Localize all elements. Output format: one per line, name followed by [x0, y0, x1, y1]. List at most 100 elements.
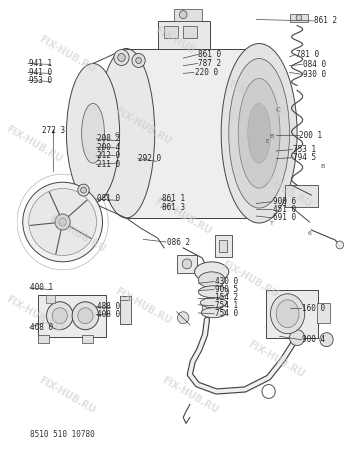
Bar [219, 240, 227, 252]
Text: 081 0: 081 0 [97, 194, 120, 203]
Ellipse shape [238, 78, 280, 188]
Circle shape [118, 54, 125, 62]
Text: 787 2: 787 2 [198, 59, 221, 68]
Text: 220 0: 220 0 [195, 68, 218, 77]
Text: 794 5: 794 5 [293, 153, 316, 162]
Ellipse shape [78, 308, 93, 324]
Ellipse shape [201, 308, 226, 318]
Bar [317, 303, 330, 323]
Text: 941 1: 941 1 [29, 59, 52, 68]
Text: 861 3: 861 3 [162, 202, 185, 211]
Text: 861 2: 861 2 [314, 16, 337, 25]
Text: 408 0: 408 0 [30, 323, 54, 332]
Bar [158, 21, 210, 49]
Bar [215, 235, 232, 257]
Circle shape [336, 241, 344, 249]
Circle shape [182, 259, 192, 269]
Circle shape [256, 144, 263, 152]
Text: C: C [114, 132, 119, 138]
Text: 200 4: 200 4 [97, 143, 120, 152]
Text: 900 5: 900 5 [215, 285, 238, 294]
Text: FIX-HUB.RU: FIX-HUB.RU [37, 375, 97, 416]
Ellipse shape [195, 262, 229, 282]
Text: 753 1: 753 1 [293, 145, 316, 154]
Text: 292 0: 292 0 [138, 154, 161, 163]
Ellipse shape [52, 308, 68, 324]
Text: FIX-HUB.RU: FIX-HUB.RU [37, 34, 97, 75]
Text: 200 1: 200 1 [300, 131, 323, 140]
Text: FIX-HUB.RU: FIX-HUB.RU [4, 295, 64, 335]
Text: 160 0: 160 0 [302, 304, 325, 313]
Bar [82, 335, 93, 342]
Ellipse shape [29, 189, 97, 256]
Circle shape [114, 50, 129, 66]
Text: 451 0: 451 0 [273, 205, 296, 214]
Text: 6: 6 [308, 231, 312, 236]
Text: 754 1: 754 1 [215, 301, 238, 310]
Ellipse shape [248, 104, 271, 163]
Text: FIX-HUB.RU: FIX-HUB.RU [113, 106, 173, 147]
Text: 900 6: 900 6 [273, 197, 296, 206]
Text: 781 0: 781 0 [296, 50, 319, 59]
Bar [290, 14, 308, 22]
Circle shape [320, 333, 333, 346]
Bar [285, 185, 318, 207]
Text: 212 0: 212 0 [97, 151, 120, 160]
Ellipse shape [98, 49, 155, 218]
Text: FIX-HUB.RU: FIX-HUB.RU [160, 375, 220, 416]
Text: FIX-HUB.RU: FIX-HUB.RU [246, 339, 306, 380]
Circle shape [296, 15, 302, 21]
Bar [266, 290, 318, 338]
Text: 400 1: 400 1 [30, 284, 54, 292]
Circle shape [177, 312, 189, 324]
Text: 930 0: 930 0 [303, 70, 326, 79]
Ellipse shape [276, 300, 299, 328]
Text: 754 0: 754 0 [215, 309, 238, 318]
Circle shape [132, 54, 145, 68]
Bar [176, 255, 197, 273]
Bar [164, 26, 178, 38]
Bar [38, 335, 49, 342]
Circle shape [80, 187, 86, 193]
Ellipse shape [23, 182, 103, 262]
Circle shape [202, 287, 212, 297]
Bar [38, 295, 106, 337]
Ellipse shape [47, 302, 73, 330]
Text: 154 2: 154 2 [215, 293, 238, 302]
Text: 408 0: 408 0 [97, 310, 120, 319]
Text: 861 0: 861 0 [198, 50, 221, 59]
Text: 272 3: 272 3 [42, 126, 65, 135]
Text: B: B [270, 134, 274, 139]
Text: 900 4: 900 4 [302, 335, 325, 344]
Ellipse shape [271, 294, 305, 333]
Ellipse shape [221, 44, 297, 223]
Text: 861 1: 861 1 [162, 194, 185, 203]
Text: 211 0: 211 0 [97, 160, 120, 169]
Circle shape [202, 303, 212, 313]
Ellipse shape [198, 272, 225, 288]
Text: 208 2: 208 2 [97, 135, 120, 144]
Text: FIX-HUB.RU: FIX-HUB.RU [153, 196, 213, 236]
Circle shape [180, 11, 187, 18]
Text: C: C [276, 108, 280, 113]
Text: FIX-HUB.RU: FIX-HUB.RU [4, 124, 64, 164]
Text: T: T [270, 221, 273, 226]
Circle shape [289, 330, 305, 346]
Text: 8510 510 10780: 8510 510 10780 [30, 430, 95, 439]
Text: FIX-HUB.RU: FIX-HUB.RU [253, 169, 313, 209]
Bar [174, 9, 202, 21]
Text: 488 0: 488 0 [97, 302, 120, 311]
Bar [183, 26, 197, 38]
Circle shape [59, 218, 66, 226]
Text: 086 2: 086 2 [167, 238, 190, 247]
Circle shape [78, 184, 89, 196]
Text: E: E [266, 139, 270, 144]
Text: FIX-HUB.RU: FIX-HUB.RU [47, 214, 107, 254]
Bar [46, 295, 55, 303]
Ellipse shape [72, 302, 99, 330]
Text: FIX-HUB.RU: FIX-HUB.RU [226, 79, 286, 120]
Text: 430 0: 430 0 [215, 277, 238, 286]
Bar [126, 49, 259, 218]
Circle shape [55, 214, 70, 230]
Ellipse shape [198, 286, 229, 298]
